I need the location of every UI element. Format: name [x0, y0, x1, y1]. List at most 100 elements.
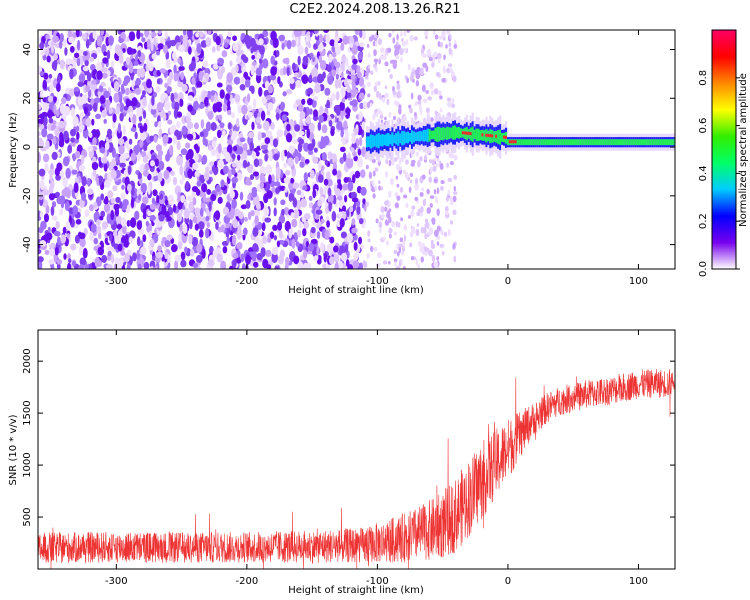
heatmap-cell [420, 48, 425, 54]
heatmap-cell [233, 76, 241, 85]
heatmap-cell [308, 202, 314, 209]
heatmap-cell [245, 200, 251, 209]
heatmap-cell [408, 104, 412, 109]
heatmap-cell [327, 151, 332, 158]
heatmap-cell [446, 126, 449, 140]
heatmap-cell [399, 47, 404, 56]
heatmap-cell [309, 108, 313, 115]
heatmap-cell [339, 157, 344, 165]
heatmap-cell [122, 125, 126, 136]
heatmap-cell [410, 92, 414, 100]
heatmap-cell [153, 174, 159, 182]
heatmap-cell [451, 103, 456, 109]
heatmap-cell [473, 129, 476, 140]
heatmap-cell [216, 44, 221, 52]
heatmap-cell [396, 83, 401, 91]
heatmap-cell [225, 231, 230, 238]
heatmap-cell [134, 131, 138, 140]
heatmap-cell [372, 63, 377, 68]
heatmap-cell [340, 231, 348, 239]
heatmap-cell [431, 159, 435, 166]
heatmap-cell [353, 252, 359, 261]
heatmap-cell [60, 234, 67, 244]
heatmap-cell [97, 232, 102, 240]
heatmap-cell [293, 255, 300, 265]
heatmap-cell [317, 199, 322, 207]
heatmap-cell [110, 209, 115, 221]
heatmap-cell [246, 105, 253, 113]
heatmap-cell [329, 39, 336, 47]
heatmap-cell [630, 139, 633, 146]
heatmap-cell [180, 71, 185, 81]
heatmap-cell [412, 131, 416, 143]
heatmap-cell [495, 134, 498, 138]
heatmap-cell [170, 92, 175, 103]
heatmap-cell [359, 102, 364, 110]
heatmap-cell [401, 130, 404, 146]
heatmap-cell [463, 131, 467, 135]
heatmap-cell [300, 192, 305, 199]
heatmap-cell [281, 114, 288, 122]
heatmap-cell [414, 132, 418, 141]
heatmap-cell [256, 51, 261, 60]
heatmap-cell [394, 261, 397, 267]
heatmap-cell [288, 120, 295, 127]
heatmap-cell [78, 246, 84, 256]
heatmap-cell [62, 176, 68, 188]
heatmap-cell [453, 154, 458, 161]
heatmap-cell [103, 118, 107, 124]
heatmap-cell [501, 133, 504, 142]
heatmap-cell [149, 31, 157, 38]
snr-x-ticks: -300 -200 -100 0 100 [105, 330, 648, 587]
heatmap-cell [94, 257, 101, 268]
heatmap-cell [141, 90, 146, 96]
heatmap-cell [344, 243, 349, 253]
snr-y-tick-label: 1500 [22, 400, 33, 425]
heatmap-cell [202, 76, 206, 83]
heatmap-cell [83, 106, 88, 115]
heatmap-cell [351, 218, 356, 226]
heatmap-cell [96, 61, 102, 71]
heatmap-cell [593, 139, 596, 146]
heatmap-cell [591, 139, 594, 146]
snr-x-tick-label: -300 [105, 576, 128, 587]
heatmap-cell [130, 152, 137, 162]
heatmap-cell [71, 169, 78, 175]
heatmap-x-tick-label: -200 [236, 276, 259, 287]
heatmap-cell [119, 112, 124, 122]
heatmap-cell [236, 50, 241, 57]
heatmap-cell [191, 46, 195, 52]
heatmap-cell [51, 151, 58, 161]
heatmap-cell [38, 260, 43, 269]
heatmap-cell [522, 139, 525, 146]
heatmap-cell [430, 89, 435, 96]
heatmap-cell [417, 100, 422, 105]
heatmap-y-tick-label: -20 [22, 188, 33, 204]
heatmap-cell [312, 115, 319, 121]
heatmap-cell [626, 139, 629, 146]
heatmap-cell [65, 221, 71, 231]
heatmap-cell [446, 100, 452, 108]
heatmap-cell [39, 179, 45, 191]
heatmap-cell [102, 57, 109, 64]
heatmap-cell [247, 131, 254, 139]
heatmap-cell [396, 33, 399, 41]
heatmap-cell [351, 135, 356, 145]
heatmap-cell [280, 150, 285, 162]
heatmap-cell [274, 265, 280, 269]
heatmap-cell [269, 231, 275, 239]
heatmap-cell [339, 218, 345, 228]
heatmap-cell [316, 231, 321, 239]
heatmap-cell [434, 127, 437, 142]
heatmap-cell [442, 127, 445, 141]
heatmap-cell [416, 131, 420, 142]
heatmap-cell [344, 195, 348, 203]
heatmap-cell [45, 205, 50, 215]
heatmap-cell [452, 195, 457, 203]
heatmap-cell [55, 109, 60, 118]
heatmap-cell [113, 92, 120, 103]
heatmap-cell [59, 103, 65, 115]
heatmap-cell [80, 154, 85, 165]
heatmap-cell [142, 156, 149, 164]
heatmap-cell [148, 63, 154, 72]
